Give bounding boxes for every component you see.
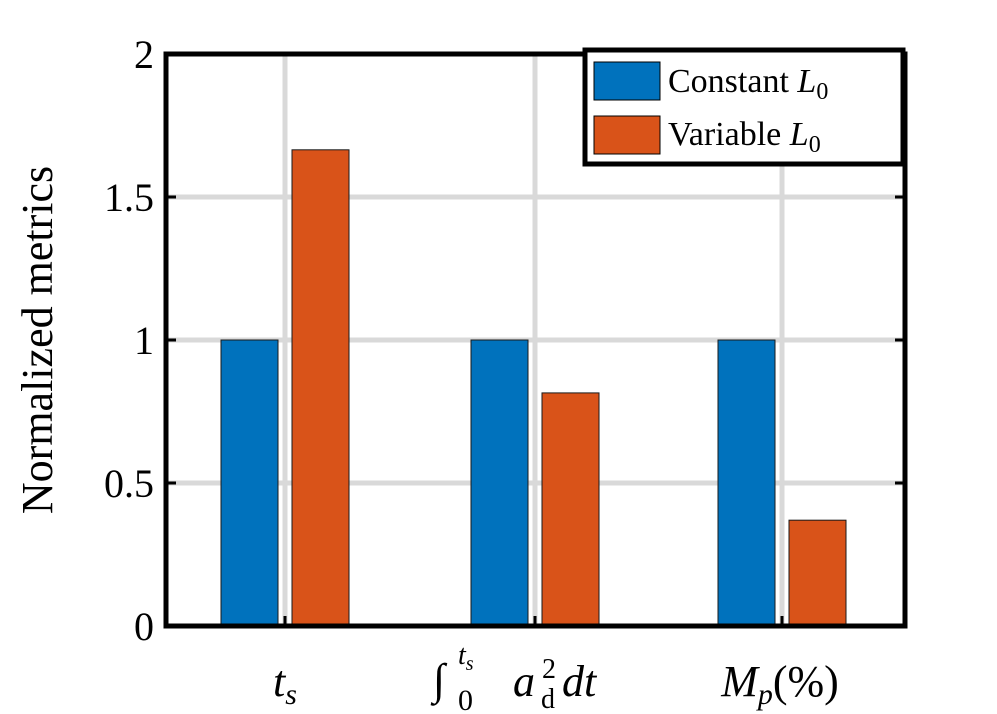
bar-variable-0	[291, 149, 350, 627]
y-tick-label: 0.5	[104, 461, 154, 506]
legend-swatch-constant	[593, 61, 661, 101]
integral-upper-limit: ts	[458, 640, 474, 675]
bar-constant-2	[717, 339, 776, 627]
category-label-integral: ∫ 0 ts a 2 d dt	[430, 640, 598, 714]
integral-dt: dt	[562, 657, 598, 706]
bar-variable-1	[541, 392, 600, 627]
y-tick-label: 1	[134, 318, 154, 363]
ticks: 0 0.5 1 1.5 2	[104, 32, 905, 649]
integral-sign: ∫	[430, 655, 448, 706]
y-tick-label: 2	[134, 32, 154, 77]
y-tick-label: 0	[134, 604, 154, 649]
legend: Constant L0 Variable L0	[582, 47, 906, 167]
bar-constant-1	[470, 339, 529, 627]
y-axis-label: Normalized metrics	[13, 166, 62, 514]
integral-subscript: d	[541, 684, 555, 714]
legend-swatch-variable	[593, 115, 661, 155]
bar-constant-0	[220, 339, 279, 627]
integral-power: 2	[542, 654, 556, 685]
bar-variable-2	[788, 519, 847, 627]
category-label-mp: Mp(%)	[720, 657, 839, 711]
y-tick-label: 1.5	[104, 175, 154, 220]
bars	[220, 149, 847, 627]
integral-integrand: a	[513, 657, 535, 706]
category-label-ts: ts	[273, 657, 297, 711]
legend-label-constant: Constant L0	[668, 63, 828, 105]
legend-label-variable: Variable L0	[668, 116, 821, 158]
integral-lower-limit: 0	[458, 684, 473, 714]
